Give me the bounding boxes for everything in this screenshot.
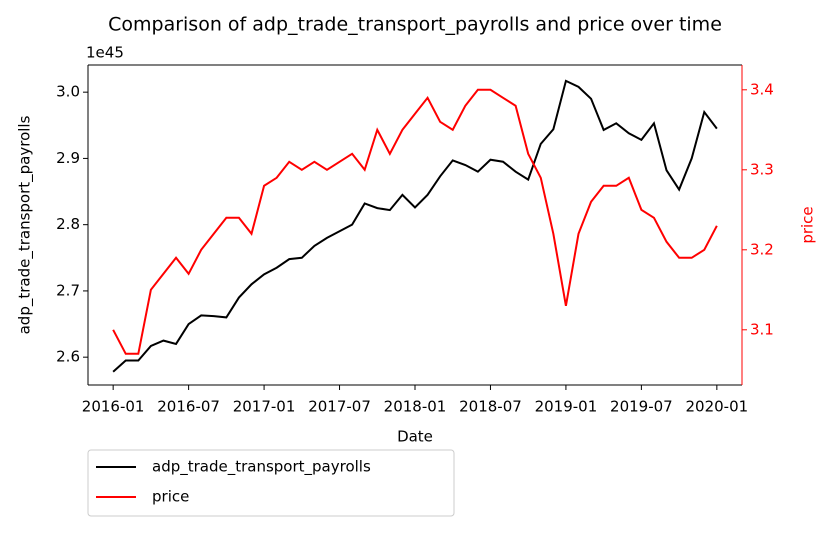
legend-label: adp_trade_transport_payrolls [152,458,371,477]
y-offset-label: 1e45 [86,44,124,62]
y2-tick-label: 3.1 [750,320,774,338]
series-line [112,79,718,373]
y-axis-label: adp_trade_transport_payrolls [16,115,35,334]
x-tick-label: 2018-07 [459,398,522,416]
x-tick-label: 2019-07 [610,398,673,416]
y-tick-label: 2.9 [56,149,80,167]
legend-label: price [152,488,189,506]
chart-title: Comparison of adp_trade_transport_payrol… [108,14,722,36]
x-tick-label: 2016-07 [157,398,220,416]
x-axis-label: Date [397,428,433,446]
y2-tick-label: 3.4 [750,80,774,98]
y2-axis-label: price [799,206,817,243]
legend-box [87,449,455,517]
y2-tick-label: 3.2 [750,240,774,258]
x-tick-label: 2017-01 [233,398,296,416]
series-line [112,88,718,355]
y-tick-label: 2.6 [56,348,80,366]
y2-tick-label: 3.3 [750,160,774,178]
y-tick-label: 2.7 [56,281,80,299]
x-tick-label: 2020-01 [686,398,749,416]
x-tick-label: 2018-01 [384,398,447,416]
x-tick-label: 2016-01 [82,398,145,416]
x-tick-label: 2017-07 [308,398,371,416]
y-tick-label: 2.8 [56,215,80,233]
y-tick-label: 3.0 [56,83,80,101]
x-tick-label: 2019-01 [535,398,598,416]
